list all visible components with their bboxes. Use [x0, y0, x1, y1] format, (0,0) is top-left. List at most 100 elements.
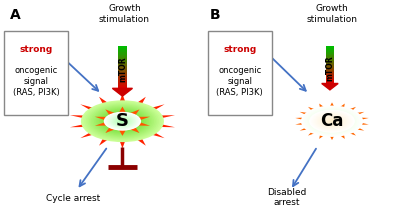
Circle shape [109, 115, 136, 128]
Bar [326, 48, 334, 50]
Circle shape [309, 110, 355, 133]
Circle shape [330, 120, 334, 122]
Circle shape [83, 101, 162, 141]
Circle shape [314, 112, 350, 130]
Bar [326, 54, 334, 55]
Circle shape [116, 118, 129, 125]
Bar [118, 87, 127, 89]
Circle shape [317, 114, 347, 129]
Circle shape [326, 118, 338, 124]
Bar [326, 80, 334, 82]
Bar [118, 72, 127, 74]
Circle shape [313, 112, 351, 131]
Polygon shape [70, 94, 175, 148]
Circle shape [327, 119, 337, 124]
Bar [118, 84, 127, 87]
Circle shape [84, 102, 161, 140]
Bar [326, 78, 334, 80]
Circle shape [107, 114, 137, 129]
Bar [326, 61, 334, 63]
Circle shape [325, 117, 339, 125]
Circle shape [89, 104, 156, 138]
Text: oncogenic
signal
(RAS, PI3K): oncogenic signal (RAS, PI3K) [216, 66, 263, 97]
Text: B: B [210, 8, 220, 22]
Circle shape [106, 113, 139, 130]
Circle shape [331, 121, 333, 122]
Bar [118, 76, 127, 78]
Circle shape [316, 113, 348, 129]
Circle shape [106, 113, 139, 130]
Circle shape [318, 114, 346, 128]
Circle shape [112, 116, 132, 126]
Circle shape [310, 110, 354, 133]
Circle shape [115, 117, 130, 125]
Bar [326, 73, 334, 74]
Circle shape [317, 113, 347, 129]
Polygon shape [295, 102, 369, 140]
Circle shape [322, 116, 342, 126]
Bar [118, 80, 127, 82]
Circle shape [118, 119, 127, 124]
Text: mTOR: mTOR [325, 55, 334, 81]
Text: Growth
stimulation: Growth stimulation [307, 4, 357, 24]
Circle shape [328, 119, 336, 123]
Bar [118, 48, 127, 50]
Text: Growth
stimulation: Growth stimulation [99, 4, 150, 24]
Circle shape [98, 109, 147, 134]
Circle shape [311, 111, 353, 132]
Circle shape [110, 115, 135, 128]
Text: S: S [116, 112, 129, 130]
Circle shape [303, 107, 361, 136]
Circle shape [104, 112, 141, 131]
Circle shape [301, 106, 363, 137]
Bar [326, 67, 334, 69]
Bar [118, 70, 127, 72]
Text: Disabled
arrest: Disabled arrest [267, 188, 306, 207]
Text: strong: strong [20, 45, 53, 54]
Bar [118, 61, 127, 63]
Circle shape [121, 120, 124, 122]
Circle shape [305, 107, 359, 135]
Circle shape [320, 115, 344, 127]
Circle shape [315, 112, 349, 130]
Circle shape [109, 115, 136, 128]
Bar [326, 57, 334, 59]
Circle shape [321, 116, 343, 127]
Polygon shape [112, 88, 132, 96]
Bar [118, 55, 127, 57]
Bar [326, 69, 334, 71]
Circle shape [330, 120, 334, 122]
Polygon shape [322, 83, 338, 90]
Circle shape [111, 115, 134, 127]
Circle shape [107, 113, 138, 129]
Bar [326, 52, 334, 54]
Circle shape [99, 110, 146, 133]
Text: Ca: Ca [320, 112, 344, 130]
Circle shape [323, 117, 341, 126]
Circle shape [311, 111, 353, 132]
Circle shape [302, 106, 362, 136]
Circle shape [318, 114, 346, 128]
Circle shape [319, 115, 345, 128]
Circle shape [327, 119, 337, 124]
Circle shape [120, 120, 124, 122]
Circle shape [107, 114, 137, 129]
Bar [326, 63, 334, 65]
Circle shape [122, 121, 123, 122]
Bar [118, 46, 127, 48]
Circle shape [103, 111, 142, 131]
Circle shape [111, 116, 134, 127]
Circle shape [119, 119, 126, 123]
Circle shape [113, 116, 132, 126]
Circle shape [110, 115, 134, 127]
Circle shape [112, 116, 133, 126]
Circle shape [119, 120, 126, 123]
Circle shape [94, 107, 151, 135]
Circle shape [86, 103, 159, 140]
Circle shape [117, 119, 128, 124]
Circle shape [120, 120, 125, 123]
Circle shape [117, 119, 127, 124]
Circle shape [306, 108, 358, 134]
Text: oncogenic
signal
(RAS, PI3K): oncogenic signal (RAS, PI3K) [13, 66, 60, 97]
Circle shape [113, 117, 132, 126]
